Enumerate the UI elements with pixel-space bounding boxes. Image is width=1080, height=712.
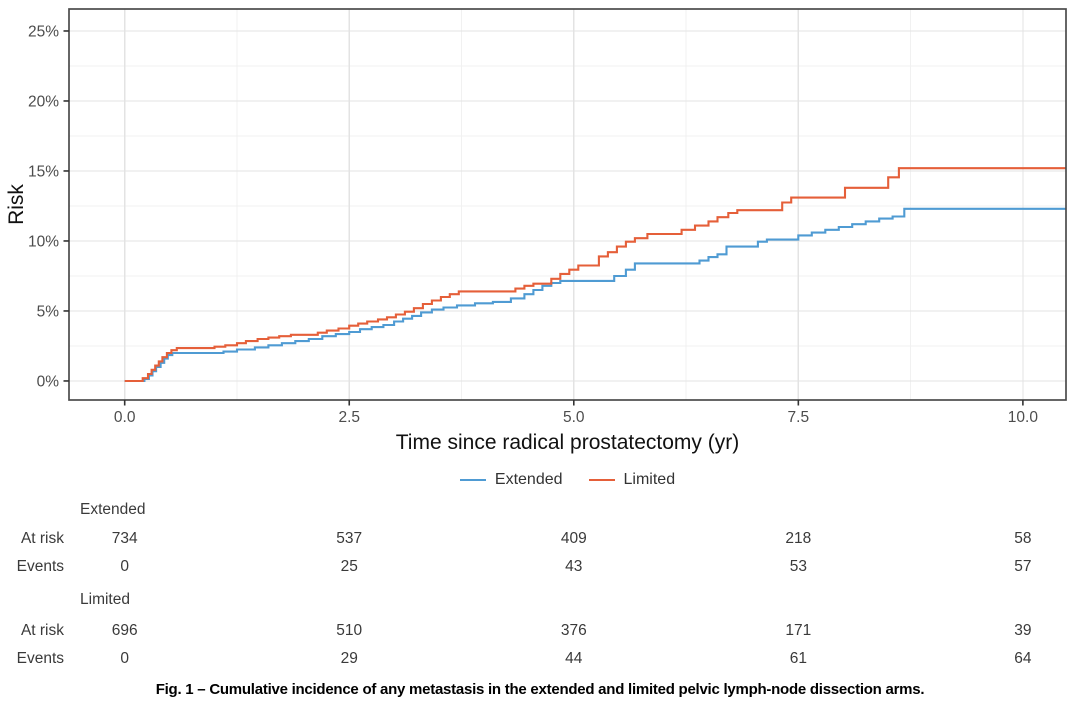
x-tick-label: 10.0 [1008, 409, 1039, 426]
x-axis-title: Time since radical prostatectomy (yr) [396, 431, 739, 454]
risk-table-value: 58 [1014, 530, 1032, 547]
y-tick-label: 20% [28, 93, 59, 110]
risk-table-group-label: Limited [80, 591, 130, 608]
y-tick-label: 15% [28, 163, 59, 180]
risk-table-value: 61 [789, 650, 807, 667]
risk-table-value: 734 [111, 530, 138, 547]
risk-table-value: 376 [560, 622, 587, 639]
x-tick-label: 7.5 [788, 409, 810, 426]
risk-table-value: 0 [120, 650, 129, 667]
risk-table-value: 29 [340, 650, 358, 667]
legend-item-limited: Limited [588, 471, 676, 489]
risk-table-value: 537 [336, 530, 363, 547]
y-tick-label: 0% [37, 373, 60, 390]
y-tick-label: 25% [28, 23, 59, 40]
risk-table-value: 64 [1014, 650, 1032, 667]
risk-table-group-label: Extended [80, 501, 146, 518]
risk-table-value: 218 [785, 530, 812, 547]
risk-table-value: 44 [565, 650, 583, 667]
risk-table-value: 409 [560, 530, 587, 547]
figure-caption: Fig. 1 – Cumulative incidence of any met… [155, 681, 925, 698]
risk-table-value: 510 [336, 622, 363, 639]
legend-label: Extended [494, 471, 563, 488]
plot-panel [69, 9, 1066, 400]
y-axis-title: Risk [5, 184, 28, 225]
risk-table-row-label: Events [16, 558, 64, 575]
legend-line-icon [459, 479, 486, 481]
series-extended [124, 207, 1066, 383]
risk-table-row-label: Events [16, 650, 64, 667]
risk-table-value: 0 [120, 558, 129, 575]
x-tick-label: 2.5 [338, 409, 360, 426]
series-limited [124, 167, 1066, 383]
risk-table-value: 696 [111, 622, 138, 639]
risk-table-row-label: At risk [20, 530, 64, 547]
cumulative-incidence-chart: 0.0 2.5 5.0 7.5 10.0 0% 5% 10% 15% 20% 25% Time sin… [5, 8, 1067, 454]
y-tick-label: 10% [28, 233, 59, 250]
legend-label: Limited [623, 471, 676, 488]
x-tick-label: 5.0 [563, 409, 585, 426]
chart-legend: Extended Limited [69, 467, 1066, 493]
risk-table-value: 53 [789, 558, 807, 575]
panel-border [68, 8, 1067, 401]
risk-table-value: 43 [565, 558, 583, 575]
risk-table-row-label: At risk [20, 622, 64, 639]
legend-item-extended: Extended [459, 471, 563, 489]
legend-line-icon [588, 479, 615, 481]
x-tick-label: 0.0 [114, 409, 136, 426]
risk-table-value: 171 [785, 622, 812, 639]
risk-table-value: 39 [1014, 622, 1032, 639]
y-tick-label: 5% [37, 303, 60, 320]
risk-table-value: 25 [340, 558, 358, 575]
risk-table-value: 57 [1014, 558, 1032, 575]
